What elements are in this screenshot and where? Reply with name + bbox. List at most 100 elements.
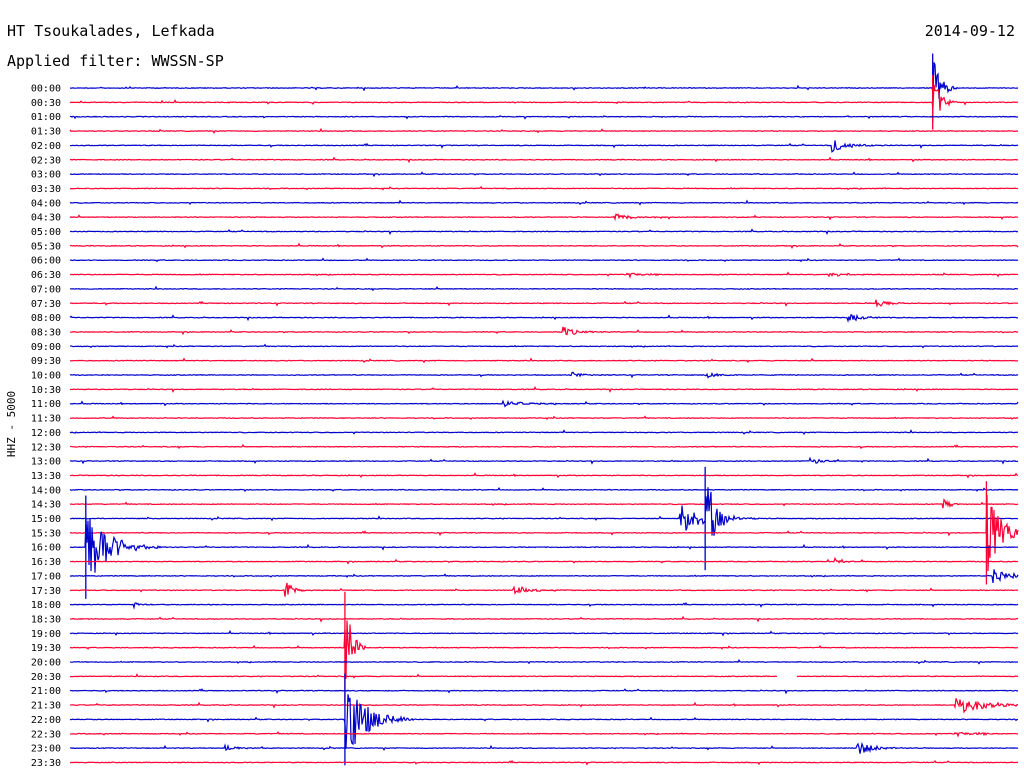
station-title: HT Tsoukalades, Lefkada [7, 22, 215, 40]
time-label: 11:30 [31, 414, 61, 425]
trace-line [69, 731, 1019, 738]
time-label: 23:30 [31, 758, 61, 769]
trace-line [69, 673, 1019, 679]
trace-line [69, 620, 1019, 679]
time-label: 14:00 [31, 485, 61, 496]
time-label: 16:00 [31, 543, 61, 554]
time-label: 10:00 [31, 371, 61, 382]
time-label: 18:00 [31, 600, 61, 611]
trace-line [69, 185, 1019, 191]
time-label: 17:00 [31, 571, 61, 582]
time-label: 12:00 [31, 428, 61, 439]
trace-group [69, 53, 1019, 766]
time-label: 21:30 [31, 701, 61, 712]
trace-line [69, 299, 1019, 308]
trace-line [69, 658, 1019, 665]
time-label: 22:00 [31, 715, 61, 726]
trace-line [69, 357, 1019, 364]
time-label: 13:30 [31, 471, 61, 482]
time-label: 18:30 [31, 614, 61, 625]
time-label: 03:30 [31, 184, 61, 195]
trace-line [69, 518, 1019, 573]
trace-line [69, 228, 1019, 236]
trace-line [69, 582, 1019, 597]
time-label: 23:00 [31, 744, 61, 755]
time-label: 07:30 [31, 299, 61, 310]
trace-line [69, 630, 1019, 637]
trace-line [69, 698, 1019, 714]
time-label: 21:00 [31, 686, 61, 697]
date-label: 2014-09-12 [925, 22, 1015, 40]
time-label: 15:00 [31, 514, 61, 525]
trace-line [69, 343, 1019, 349]
trace-line [69, 371, 1019, 379]
time-label: 13:00 [31, 457, 61, 468]
time-label: 02:30 [31, 155, 61, 166]
time-label: 19:30 [31, 643, 61, 654]
trace-line [69, 242, 1019, 250]
time-label: 04:00 [31, 198, 61, 209]
y-axis-label: HHZ - 5000 [5, 391, 18, 457]
time-label: 09:30 [31, 356, 61, 367]
time-label: 09:00 [31, 342, 61, 353]
time-label: 20:00 [31, 658, 61, 669]
time-label: 15:30 [31, 528, 61, 539]
trace-line [69, 199, 1019, 206]
trace-line [69, 443, 1019, 450]
trace-line [69, 140, 1019, 153]
trace-line [69, 257, 1019, 263]
time-label-group: 00:00 00:30 01:00 01:30 02:00 02:30 03:00 03:30… [31, 84, 61, 769]
trace-line [69, 271, 1019, 279]
time-label: 05:30 [31, 241, 61, 252]
trace-line [69, 386, 1019, 393]
trace-line [69, 171, 1019, 178]
trace-line [69, 498, 1019, 509]
trace-line [69, 494, 1019, 572]
time-label: 01:30 [31, 127, 61, 138]
time-label: 06:30 [31, 270, 61, 281]
time-label: 04:30 [31, 213, 61, 224]
trace-line [69, 741, 1019, 754]
trace-line [69, 472, 1019, 479]
trace-line [69, 759, 1019, 766]
trace-line [69, 601, 1019, 610]
time-label: 01:00 [31, 112, 61, 123]
trace-line [69, 62, 1019, 99]
time-label: 20:30 [31, 672, 61, 683]
time-label: 11:00 [31, 399, 61, 410]
trace-line [69, 213, 1019, 222]
trace-line [69, 487, 1019, 493]
time-label: 00:00 [31, 84, 61, 95]
trace-line [69, 84, 1019, 111]
time-label: 03:00 [31, 170, 61, 181]
trace-line [69, 313, 1019, 324]
trace-line [69, 556, 1019, 565]
trace-line [69, 127, 1019, 134]
trace-line [69, 487, 1019, 536]
time-label: 19:00 [31, 629, 61, 640]
time-label: 02:00 [31, 141, 61, 152]
trace-line [69, 399, 1019, 408]
time-label: 17:30 [31, 586, 61, 597]
trace-line [69, 694, 1019, 748]
filter-label: Applied filter: WWSSN-SP [7, 52, 224, 70]
time-label: 07:00 [31, 284, 61, 295]
trace-line [69, 569, 1019, 584]
time-label: 12:30 [31, 442, 61, 453]
time-label: 16:30 [31, 557, 61, 568]
trace-line [69, 326, 1019, 336]
trace-line [69, 285, 1019, 292]
trace-line [69, 156, 1019, 164]
time-label: 08:30 [31, 327, 61, 338]
time-label: 10:30 [31, 385, 61, 396]
trace-line [69, 415, 1019, 421]
trace-line [69, 688, 1019, 695]
trace-line [69, 615, 1019, 623]
time-label: 06:00 [31, 256, 61, 267]
time-label: 22:30 [31, 729, 61, 740]
time-label: 05:00 [31, 227, 61, 238]
time-label: 00:30 [31, 98, 61, 109]
trace-line [69, 456, 1019, 465]
trace-line [69, 429, 1019, 436]
